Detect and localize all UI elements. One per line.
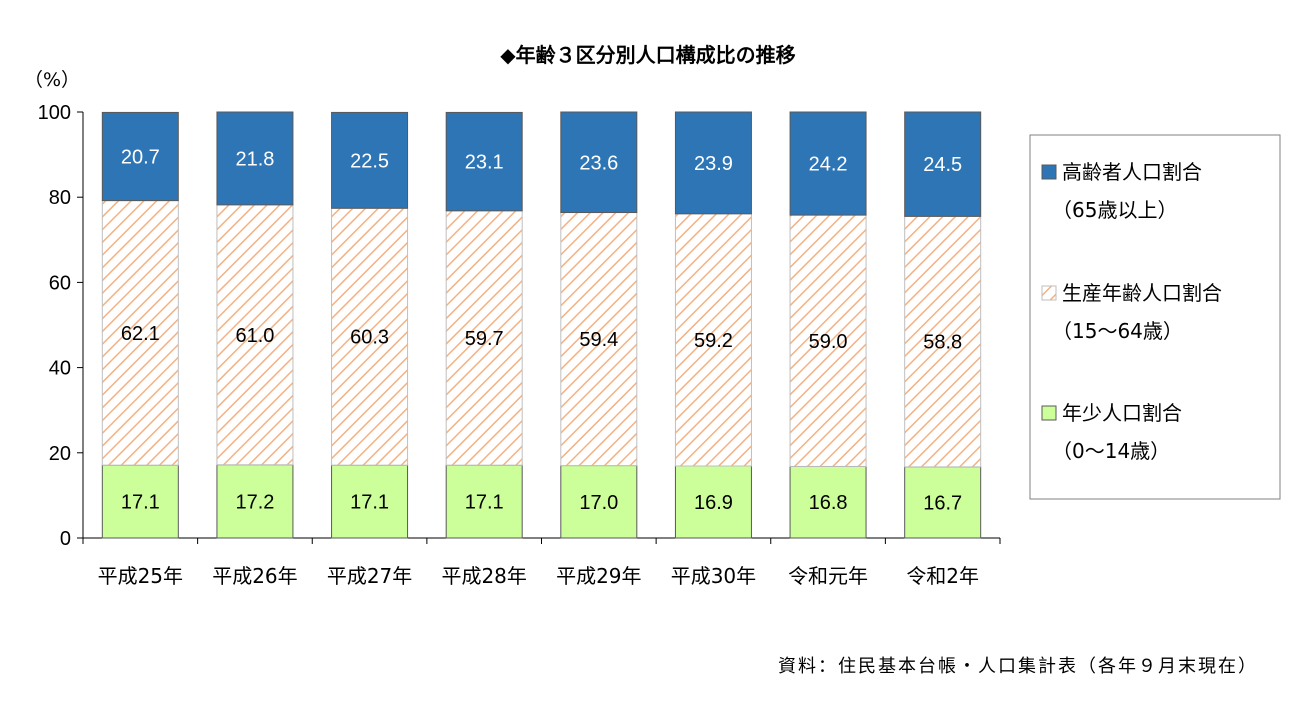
legend-swatch — [1041, 405, 1057, 421]
legend-swatch — [1041, 164, 1057, 180]
data-label: 60.3 — [350, 327, 389, 349]
y-tick-label: 20 — [49, 443, 71, 465]
x-tick-label: 平成27年 — [327, 564, 412, 588]
data-label: 16.8 — [809, 492, 848, 514]
legend-label: 生産年齢人口割合 — [1062, 281, 1222, 305]
data-label: 17.1 — [350, 492, 389, 514]
data-label: 17.0 — [579, 492, 618, 514]
source-note: 資料：住民基本台帳・人口集計表（各年９月末現在） — [778, 656, 1258, 677]
bar-segment — [445, 464, 523, 539]
bar-segment — [904, 111, 982, 217]
x-tick-label: 令和2年 — [906, 564, 979, 588]
bar-segment — [560, 212, 638, 467]
y-tick-label: 80 — [49, 187, 71, 209]
bar-segment — [331, 111, 409, 209]
bar-segment — [674, 465, 752, 539]
data-label: 20.7 — [121, 147, 160, 169]
data-label: 16.7 — [923, 492, 962, 514]
legend-sublabel: （0〜14歳） — [1052, 439, 1170, 463]
bar-segment — [674, 111, 752, 215]
x-tick-label: 平成28年 — [441, 564, 526, 588]
data-label: 22.5 — [350, 150, 389, 172]
data-label: 58.8 — [923, 332, 962, 354]
x-tick-label: 平成26年 — [212, 564, 297, 588]
bar-segment — [789, 465, 867, 539]
bar-segment — [101, 200, 179, 466]
legend-label: 年少人口割合 — [1062, 401, 1182, 425]
data-label: 62.1 — [121, 323, 160, 345]
legend-sublabel: （15〜64歳） — [1052, 319, 1183, 343]
data-label: 61.0 — [235, 325, 274, 347]
data-label: 59.2 — [694, 330, 733, 352]
bar-segment — [101, 111, 179, 202]
data-label: 17.1 — [121, 492, 160, 514]
y-tick-label: 0 — [60, 528, 71, 550]
data-label: 59.4 — [579, 329, 618, 351]
bar-segment — [216, 464, 294, 539]
legend-swatch — [1041, 285, 1057, 301]
chart-title: ◆年齢３区分別人口構成比の推移 — [500, 43, 795, 67]
bar-segment — [674, 213, 752, 467]
data-label: 23.1 — [465, 152, 504, 174]
data-label: 23.9 — [694, 153, 733, 175]
plot-area: 0 20 40 60 80 100 平成25年 平成26年 平成27年 平成28年 平成29年 平成3… — [38, 102, 1001, 588]
x-tick-label: 平成30年 — [671, 564, 756, 588]
bar-segment — [560, 111, 638, 214]
bar-segment — [904, 466, 982, 539]
data-label: 21.8 — [235, 148, 274, 170]
bar-segment — [445, 210, 523, 466]
bar-segment — [216, 111, 294, 206]
data-label: 59.0 — [809, 331, 848, 353]
data-label: 17.1 — [465, 492, 504, 514]
y-tick-label: 40 — [49, 358, 71, 380]
bar-segment — [331, 207, 409, 466]
x-tick-label: 令和元年 — [788, 564, 868, 588]
x-tick-label: 平成25年 — [98, 564, 183, 588]
data-label: 23.6 — [579, 152, 618, 174]
bar-segment — [101, 464, 179, 539]
y-axis-unit-label: （%） — [24, 69, 80, 91]
legend-box — [1029, 134, 1281, 500]
data-label: 16.9 — [694, 492, 733, 514]
x-tick-label: 平成29年 — [556, 564, 641, 588]
legend-sublabel: （65歳以上） — [1052, 198, 1177, 222]
bar-segment — [904, 215, 982, 468]
y-tick-label: 60 — [49, 272, 71, 294]
legend-label: 高齢者人口割合 — [1062, 160, 1202, 184]
bar-segment — [445, 111, 523, 212]
data-label: 24.2 — [809, 154, 848, 176]
legend: 高齢者人口割合 （65歳以上） 生産年齢人口割合 （15〜64歳） 年少人口割合 （0〜1… — [1029, 134, 1281, 500]
bar-segment — [789, 111, 867, 216]
bar-segment — [216, 204, 294, 466]
y-tick-label: 100 — [38, 102, 71, 124]
data-label: 17.2 — [235, 491, 274, 513]
data-label: 59.7 — [465, 328, 504, 350]
data-label: 24.5 — [923, 154, 962, 176]
bar-segment — [560, 465, 638, 539]
